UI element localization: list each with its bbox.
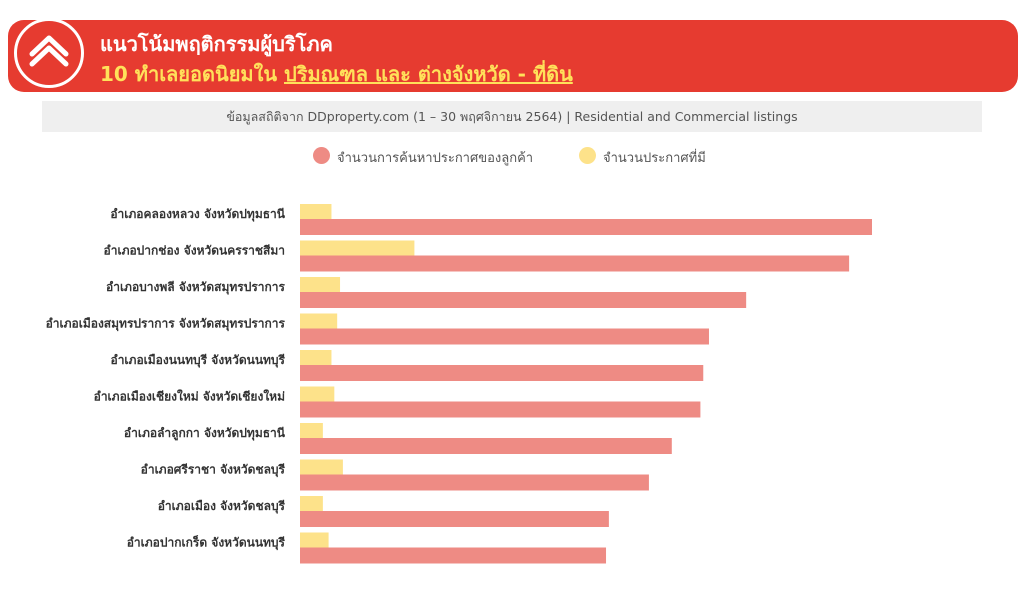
bar-supply — [300, 350, 332, 365]
bar-supply — [300, 313, 338, 329]
bar-demand — [300, 365, 704, 381]
bar-demand — [300, 328, 709, 345]
category-label: อำเภอปากช่อง จังหวัดนครราชสีมา — [104, 244, 285, 258]
legend-label-supply: จำนวนประกาศที่มี — [603, 151, 706, 166]
bar-demand — [300, 438, 672, 454]
bar-demand — [300, 547, 607, 564]
legend-label-demand: จำนวนการค้นหาประกาศของลูกค้า — [337, 151, 534, 166]
bar-demand — [300, 255, 850, 272]
bar-demand — [300, 511, 609, 527]
bar-supply — [300, 386, 335, 402]
source-note: ข้อมูลสถิติจาก DDproperty.com (1 – 30 พฤ… — [226, 109, 798, 124]
category-label: อำเภอเมือง จังหวัดชลบุรี — [158, 499, 286, 514]
category-label: อำเภอคลองหลวง จังหวัดปทุมธานี — [110, 207, 285, 222]
header-banner — [8, 20, 1018, 92]
category-label: อำเภอศรีราชา จังหวัดชลบุรี — [141, 463, 286, 478]
bar-demand — [300, 474, 649, 491]
bar-demand — [300, 401, 701, 418]
bar-demand — [300, 219, 872, 235]
bar-supply — [300, 459, 343, 475]
bar-supply — [300, 277, 341, 292]
category-label: อำเภอปากเกร็ด จังหวัดนนทบุรี — [127, 535, 286, 551]
title-underlined: ปริมณฑล และ ต่างจังหวัด - ที่ดิน — [284, 62, 573, 86]
category-label: อำเภอเมืองเชียงใหม่ จังหวัดเชียงใหม่ — [94, 389, 285, 404]
bar-supply — [300, 423, 323, 438]
page-title: แนวโน้มพฤติกรรมผู้บริโภค — [100, 32, 333, 56]
bar-supply — [300, 204, 332, 219]
source-bar: ข้อมูลสถิติจาก DDproperty.com (1 – 30 พฤ… — [42, 101, 982, 132]
bar-supply — [300, 240, 415, 256]
bar-supply — [300, 532, 329, 548]
category-label: อำเภอเมืองสมุทรปราการ จังหวัดสมุทรปราการ — [46, 317, 286, 332]
category-label: อำเภอบางพลี จังหวัดสมุทรปราการ — [106, 280, 286, 295]
page-subtitle-title: 10 ทำเลยอดนิยมใน ปริมณฑล และ ต่างจังหวัด… — [100, 58, 573, 90]
bar-demand — [300, 292, 747, 308]
title-prefix: 10 ทำเลยอดนิยมใน — [100, 62, 284, 86]
category-label: อำเภอเมืองนนทบุรี จังหวัดนนทบุรี — [110, 353, 285, 368]
legend-swatch-demand — [313, 147, 330, 164]
bar-supply — [300, 496, 323, 511]
legend-swatch-supply — [579, 147, 596, 164]
category-label: อำเภอลำลูกกา จังหวัดปทุมธานี — [124, 426, 286, 441]
ddproperty-house-logo-icon — [14, 18, 84, 88]
